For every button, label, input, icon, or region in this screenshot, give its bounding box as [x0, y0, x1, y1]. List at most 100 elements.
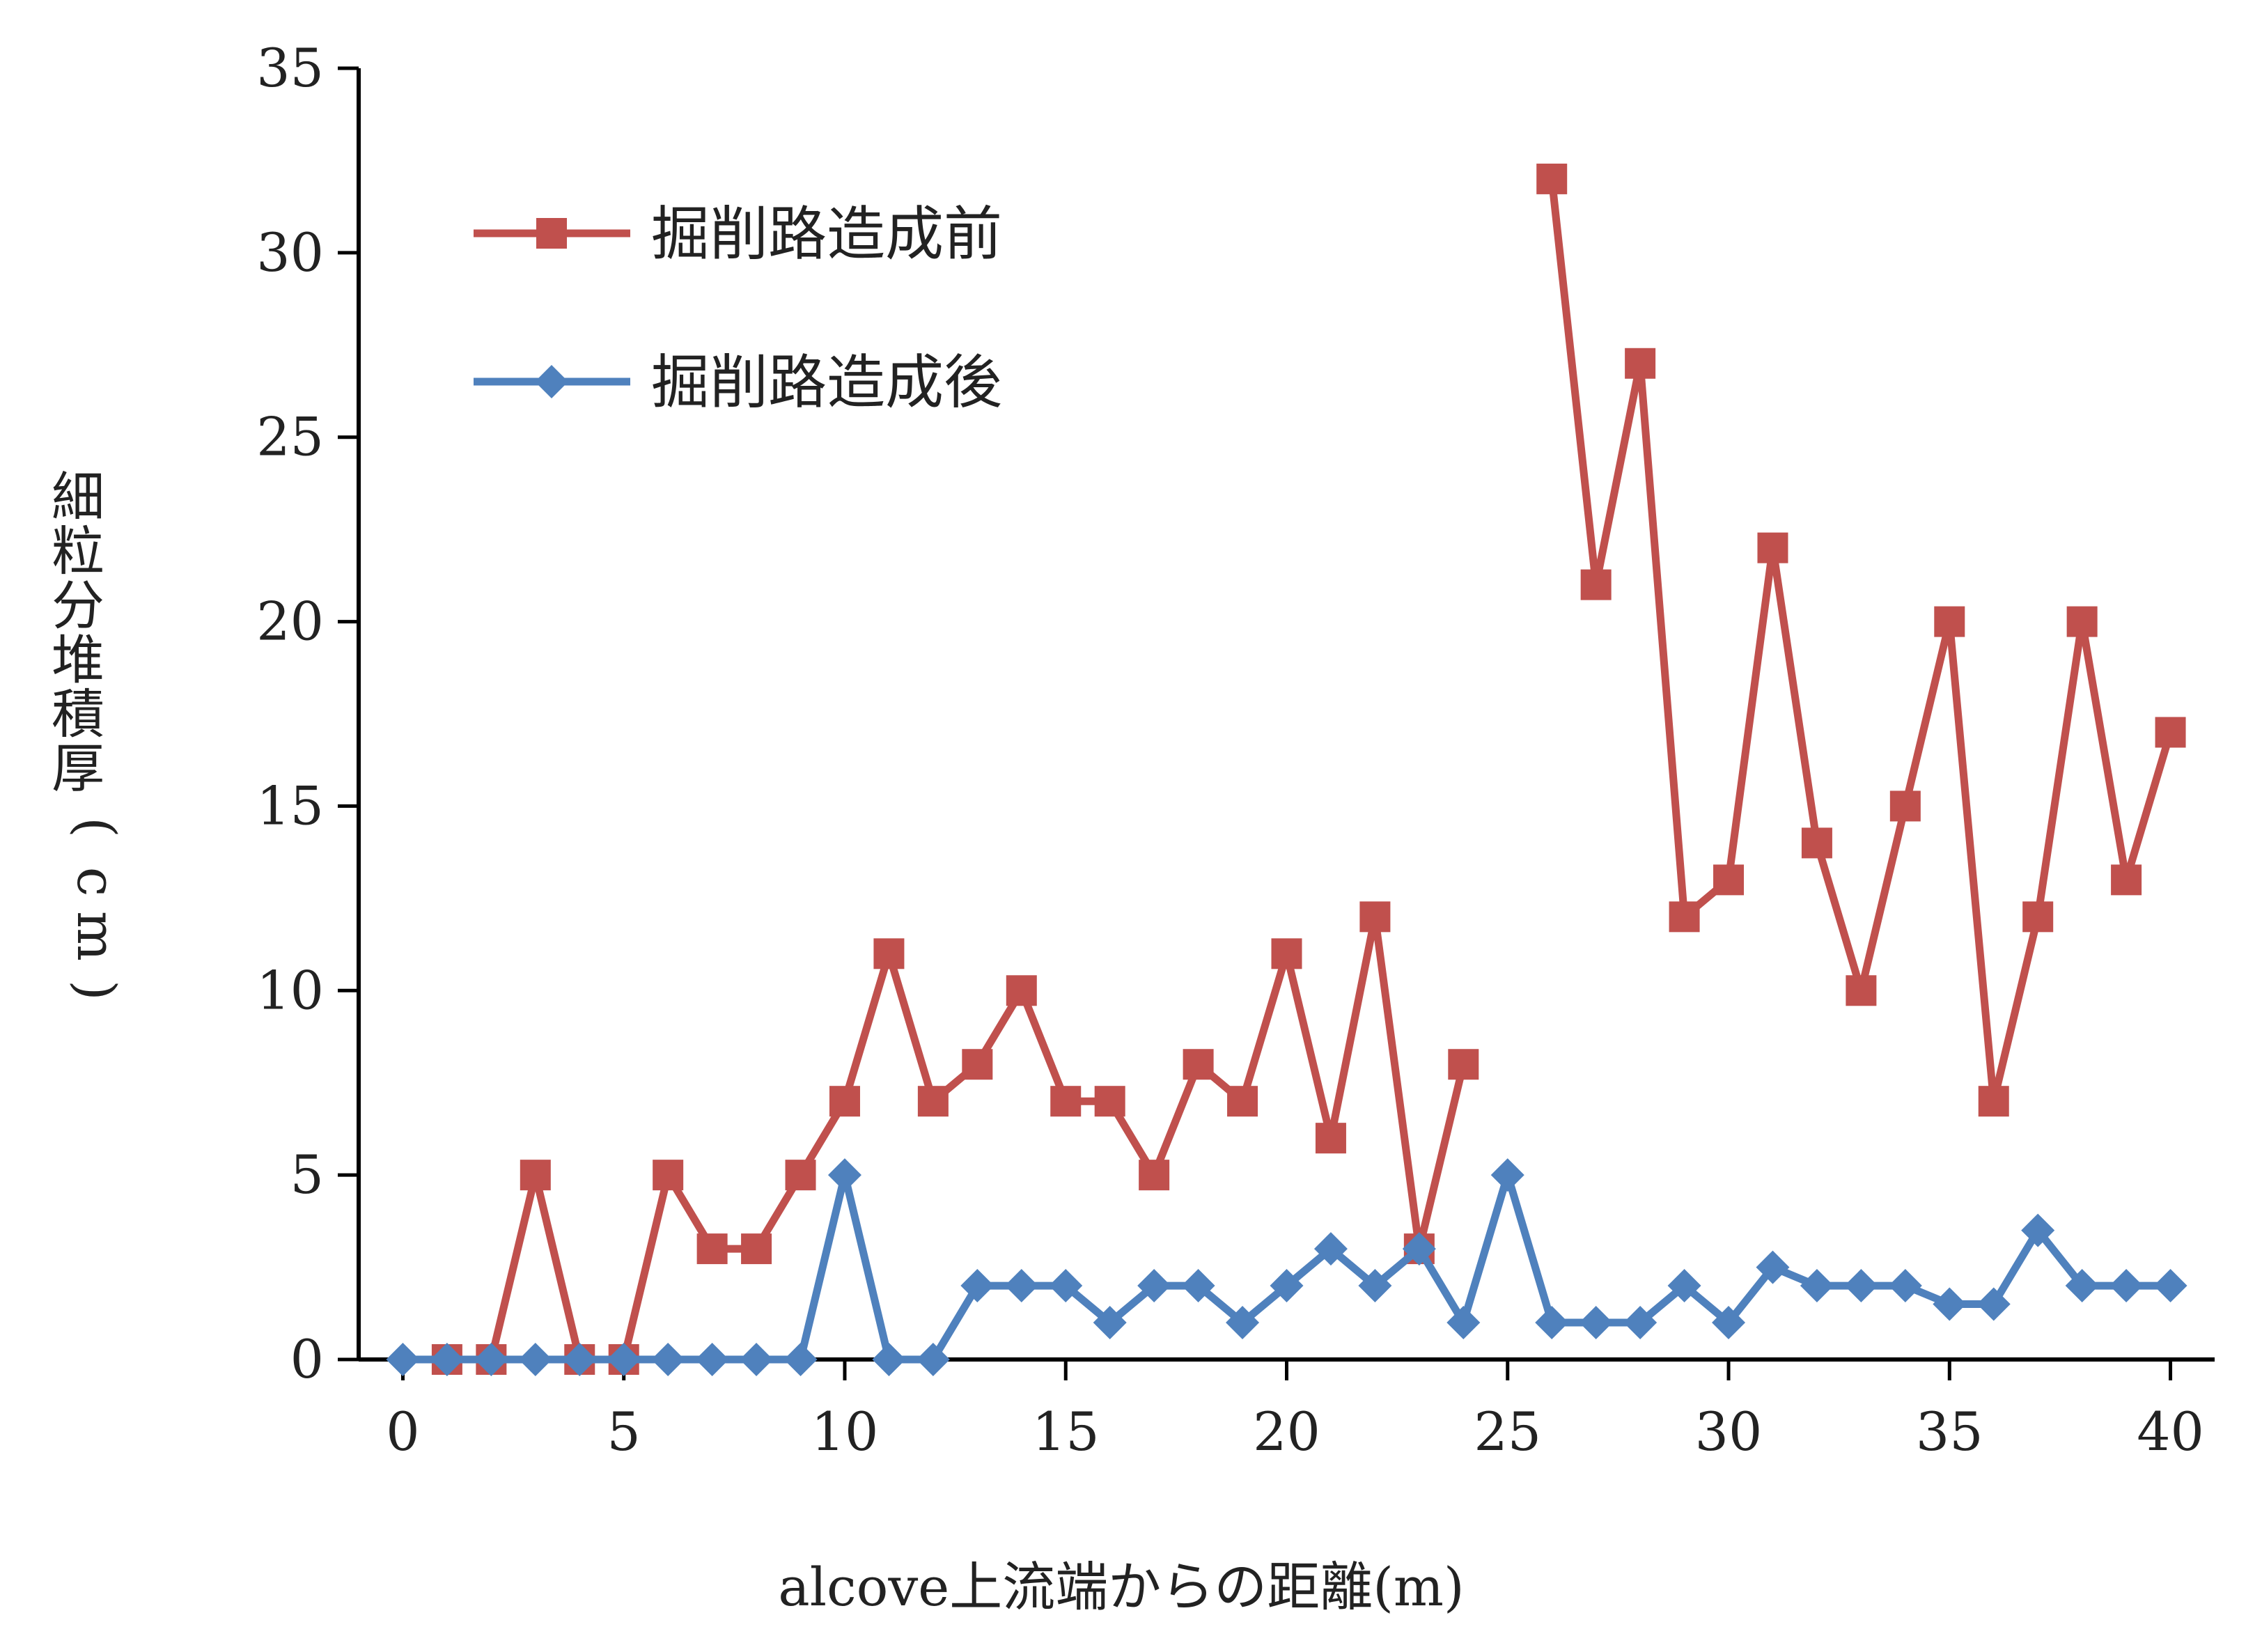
data-point	[1402, 1232, 1436, 1266]
data-point	[1448, 1049, 1479, 1080]
y-axis-title-char: )	[65, 980, 127, 1001]
y-axis-title-char: c	[65, 867, 127, 897]
data-point	[1934, 606, 1965, 637]
data-point	[386, 1343, 420, 1376]
data-point	[1713, 864, 1745, 896]
x-tick-label: 0	[386, 1401, 419, 1463]
data-point	[563, 1343, 597, 1376]
y-tick-label: 5	[290, 1144, 324, 1206]
data-point	[873, 938, 905, 969]
data-point	[1844, 1269, 1878, 1303]
data-point	[520, 1160, 551, 1191]
data-point	[783, 1343, 818, 1376]
y-axis-title-char: 粒	[52, 520, 104, 582]
data-point	[695, 1343, 729, 1376]
data-point	[1756, 1250, 1790, 1284]
data-point	[2155, 717, 2186, 748]
legend-item: 掘削路造成後	[474, 348, 1002, 416]
x-tick-label: 25	[1474, 1401, 1541, 1463]
series-line	[403, 1161, 2171, 1364]
legend-marker	[536, 218, 567, 249]
x-tick-label: 15	[1032, 1401, 1100, 1463]
data-point	[1889, 790, 1921, 822]
data-point	[2022, 901, 2054, 933]
data-point	[430, 1343, 464, 1376]
data-point	[1050, 1086, 1082, 1117]
data-point	[1093, 1306, 1127, 1340]
data-point	[962, 1049, 993, 1080]
series-0	[431, 163, 2186, 1375]
axes: 0 5 10 15 20 25 30 35 0 5 10 15 20 25 30 35 40	[256, 37, 2215, 1463]
data-point	[960, 1269, 994, 1303]
data-point	[1535, 1306, 1569, 1340]
data-point	[1359, 901, 1391, 933]
y-tick-label: 20	[256, 591, 324, 653]
data-point	[1978, 1086, 2009, 1117]
y-axis-title-char: 堆	[52, 629, 104, 691]
x-tick-label: 35	[1916, 1401, 1983, 1463]
data-point	[1933, 1287, 1967, 1321]
series-layer	[386, 163, 2187, 1376]
y-axis-title-char: 厚	[52, 738, 104, 800]
data-point	[1667, 1269, 1701, 1303]
data-point	[1625, 348, 1656, 379]
data-point	[1139, 1160, 1170, 1191]
data-point	[1181, 1269, 1215, 1303]
data-point	[741, 1233, 772, 1265]
data-point	[1757, 532, 1788, 563]
x-tick-label: 30	[1695, 1401, 1763, 1463]
data-point	[1271, 938, 1302, 969]
data-point	[916, 1343, 950, 1376]
data-point	[1800, 1269, 1834, 1303]
data-point	[1004, 1269, 1038, 1303]
data-point	[1490, 1158, 1524, 1192]
y-axis-title-char: 分	[52, 575, 104, 637]
legend-label: 掘削路造成後	[651, 348, 1002, 416]
series-1	[386, 1158, 2187, 1376]
data-point	[1976, 1287, 2011, 1321]
data-point	[2066, 606, 2098, 637]
data-point	[1227, 1086, 1258, 1117]
data-point	[1579, 1306, 1613, 1340]
data-point	[1183, 1049, 1214, 1080]
data-point	[1536, 163, 1568, 194]
data-point	[696, 1233, 728, 1265]
data-point	[1358, 1269, 1392, 1303]
data-point	[2065, 1269, 2099, 1303]
data-point	[474, 1343, 508, 1376]
data-point	[2021, 1213, 2055, 1247]
y-axis-title-char: 積	[52, 683, 104, 745]
y-axis-title-char: 細	[52, 466, 104, 528]
data-point	[1226, 1306, 1260, 1340]
data-point	[872, 1343, 906, 1376]
data-point	[1006, 975, 1037, 1006]
data-point	[2153, 1269, 2187, 1303]
data-point	[1313, 1232, 1348, 1266]
data-point	[2111, 864, 2142, 896]
y-tick-label: 30	[256, 221, 324, 283]
data-point	[1888, 1269, 1922, 1303]
data-point	[1446, 1306, 1481, 1340]
x-axis-title: alcove上流端からの距離(m)	[778, 1556, 1464, 1618]
y-axis-title-char: m	[65, 911, 127, 961]
data-point	[1801, 827, 1832, 859]
y-tick-label: 25	[256, 406, 324, 468]
data-point	[827, 1158, 861, 1192]
data-point	[1270, 1269, 1304, 1303]
data-point	[651, 1343, 685, 1376]
data-point	[518, 1343, 552, 1376]
data-point	[607, 1343, 641, 1376]
data-point	[1094, 1086, 1125, 1117]
y-tick-label: 0	[290, 1328, 324, 1390]
legend-marker	[535, 365, 568, 398]
x-tick-label: 5	[607, 1401, 641, 1463]
data-point	[1315, 1123, 1346, 1154]
data-point	[1049, 1269, 1083, 1303]
y-tick-label: 15	[256, 774, 324, 836]
data-point	[2109, 1269, 2144, 1303]
data-point	[1137, 1269, 1171, 1303]
data-point	[1623, 1306, 1658, 1340]
